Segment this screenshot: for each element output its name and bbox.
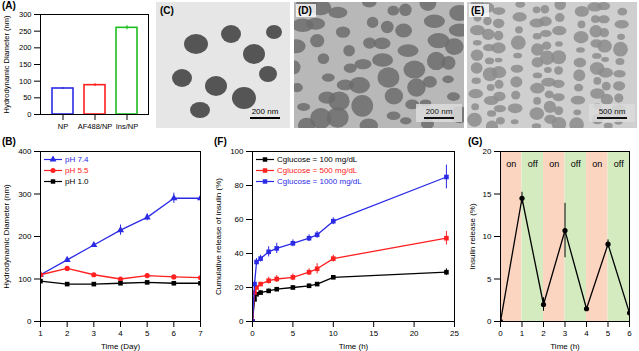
svg-text:Time (h): Time (h) [339,342,369,351]
svg-text:300: 300 [18,190,32,199]
svg-text:Ins/NP: Ins/NP [116,122,139,131]
svg-text:0: 0 [27,317,32,326]
svg-text:15: 15 [369,329,378,338]
svg-text:5: 5 [487,275,492,284]
svg-text:250: 250 [19,27,32,36]
html-text:pH 1.0: pH 1.0 [65,177,89,186]
html-text:(F): (F) [214,136,227,147]
svg-text:200: 200 [19,43,32,52]
html-text:pH 5.5: pH 5.5 [65,166,89,175]
svg-text:Hydrodynamic Diameter (nm): Hydrodynamic Diameter (nm) [2,15,11,113]
svg-text:off: off [528,159,538,169]
svg-text:7: 7 [198,329,203,338]
svg-text:NP: NP [58,122,68,131]
svg-text:10: 10 [329,329,338,338]
svg-text:80: 80 [235,181,244,190]
svg-text:150: 150 [19,60,32,69]
svg-text:3: 3 [92,329,97,338]
svg-text:6: 6 [627,329,632,338]
html-text:(G): (G) [468,136,483,147]
svg-text:off: off [571,159,581,169]
svg-text:60: 60 [235,215,244,224]
svg-text:off: off [614,159,624,169]
svg-text:(E): (E) [471,5,484,16]
svg-text:Time (Day): Time (Day) [101,342,141,351]
html-text:Cglucose = 1000 mg/dL: Cglucose = 1000 mg/dL [277,177,362,186]
svg-text:Hydrodynamic Diameter (nm): Hydrodynamic Diameter (nm) [2,184,11,289]
svg-text:40: 40 [235,249,244,258]
svg-text:on: on [592,159,602,169]
svg-text:on: on [549,159,559,169]
html-text:(B): (B) [2,136,16,147]
svg-text:4: 4 [118,329,123,338]
svg-text:50: 50 [23,93,31,102]
svg-text:100: 100 [18,275,32,284]
svg-text:200 nm: 200 nm [252,107,279,116]
svg-text:Cumulative release of insulin: Cumulative release of insulin (%) [214,178,223,295]
html-text:Cglucose = 500 mg/dL: Cglucose = 500 mg/dL [277,166,358,175]
svg-text:on: on [506,159,516,169]
html-text:Cglucose = 100 mg/dL: Cglucose = 100 mg/dL [277,155,358,164]
html-text:(A): (A) [2,0,16,11]
svg-text:5: 5 [145,329,150,338]
html-text:pH 7.4: pH 7.4 [65,155,89,164]
svg-text:(C): (C) [160,5,174,16]
svg-text:20: 20 [235,283,244,292]
svg-text:20: 20 [410,329,419,338]
svg-text:AF488/NP: AF488/NP [78,122,113,131]
svg-text:5: 5 [291,329,296,338]
svg-text:0: 0 [27,110,31,119]
svg-text:0: 0 [487,317,492,326]
svg-text:0: 0 [498,329,503,338]
svg-text:10: 10 [483,232,492,241]
svg-text:15: 15 [483,190,492,199]
svg-text:(D): (D) [298,5,312,16]
svg-text:100: 100 [230,147,244,156]
svg-text:500 nm: 500 nm [599,107,626,116]
svg-text:5: 5 [606,329,611,338]
svg-text:1: 1 [520,329,525,338]
svg-text:400: 400 [18,147,32,156]
svg-text:100: 100 [19,77,32,86]
svg-text:300: 300 [19,10,32,19]
svg-text:25: 25 [450,329,459,338]
svg-text:1: 1 [38,329,43,338]
svg-text:2: 2 [65,329,70,338]
svg-text:2: 2 [541,329,546,338]
svg-text:Time (h): Time (h) [550,342,580,351]
svg-text:4: 4 [584,329,589,338]
svg-text:6: 6 [172,329,177,338]
svg-text:3: 3 [563,329,568,338]
svg-text:0: 0 [250,329,255,338]
svg-text:0: 0 [239,317,244,326]
svg-text:200: 200 [18,232,32,241]
svg-text:200 nm: 200 nm [426,107,453,116]
svg-text:20: 20 [483,147,492,156]
svg-text:Insulin release (%): Insulin release (%) [468,203,477,270]
